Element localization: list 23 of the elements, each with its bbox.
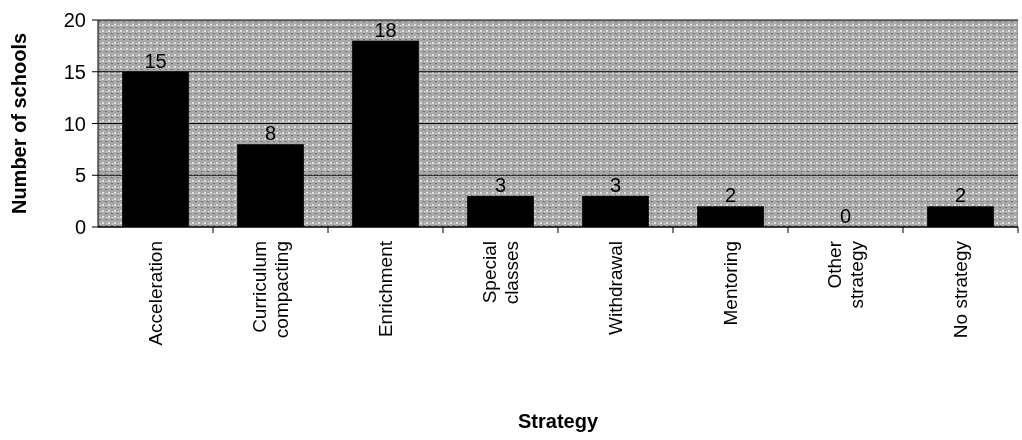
y-axis-title: Number of schools: [8, 32, 30, 215]
x-tick-label: Withdrawal: [605, 241, 627, 335]
y-tick-label: 20: [63, 9, 86, 31]
x-axis-title: Strategy: [517, 410, 599, 432]
x-tick-label: Acceleration: [145, 241, 167, 346]
y-tick-label: 15: [63, 60, 86, 83]
data-label: 2: [724, 184, 737, 207]
x-tick-label: Enrichment: [375, 240, 397, 338]
x-tick-label: Mentoring: [720, 241, 742, 326]
data-label: 3: [609, 173, 622, 196]
data-label: 0: [839, 205, 852, 227]
data-label: 8: [264, 122, 277, 145]
y-tick-label: 0: [74, 216, 86, 238]
x-tick-label: Curriculum compacting: [249, 241, 293, 339]
data-label: 2: [954, 184, 967, 207]
data-label: 15: [144, 49, 167, 72]
x-tick-label: Special classes: [479, 241, 523, 305]
x-tick-label: Other strategy: [824, 240, 868, 309]
x-tick-label: No strategy: [950, 240, 972, 339]
data-label: 18: [374, 18, 397, 41]
y-tick-label: 10: [63, 112, 86, 135]
data-label: 3: [494, 173, 507, 196]
y-tick-label: 5: [74, 164, 86, 187]
